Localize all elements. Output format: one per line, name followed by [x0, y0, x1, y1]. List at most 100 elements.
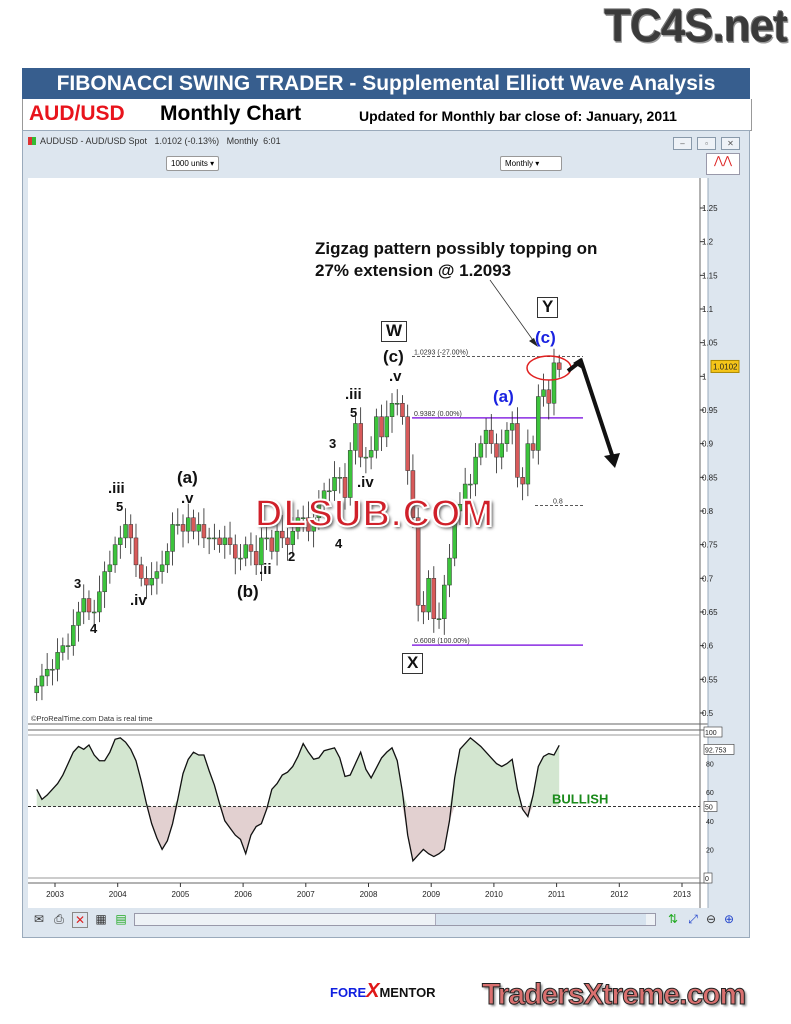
horizontal-scrollbar[interactable]	[134, 913, 656, 926]
candle-up	[525, 443, 531, 485]
price-tick-label: 0.95	[702, 406, 718, 415]
minimize-button[interactable]: –	[673, 137, 692, 150]
candle-down	[191, 517, 196, 532]
candle-up	[504, 429, 510, 444]
candle-up	[499, 443, 504, 458]
candle-up	[123, 524, 128, 539]
maximize-button[interactable]: ▫	[697, 137, 716, 150]
candle-up	[212, 537, 217, 540]
candle-down	[201, 524, 207, 539]
price-tick-label: 1.25	[702, 204, 718, 213]
candle-down	[138, 564, 144, 579]
tc4s-logo: TC4S.net	[604, 0, 788, 53]
period-select[interactable]: Monthly ▾	[500, 156, 562, 171]
units-select[interactable]: 1000 units ▾	[166, 156, 220, 171]
last-price-label: 1.0102	[713, 362, 738, 371]
candle-up	[462, 483, 468, 505]
candle-down	[342, 477, 348, 498]
price-tick-label: 0.9	[702, 440, 714, 449]
indicators-button[interactable]: ⋀⋀	[706, 153, 740, 175]
wave-5: 5	[350, 405, 358, 420]
price-tick-label: 0.6	[702, 642, 714, 651]
tradersxtreme-logo: TradersXtreme.com	[481, 978, 746, 1012]
fib-level-label: 0.6008 (100.00%)	[414, 638, 470, 645]
osc-tick-label: 60	[706, 790, 714, 797]
candle-up	[91, 611, 97, 614]
price-tick-label: 0.85	[702, 473, 718, 482]
year-label: 2006	[234, 890, 252, 899]
candle-up	[60, 645, 66, 653]
print-icon[interactable]: ⎙	[54, 912, 64, 926]
candle-up	[290, 530, 295, 545]
candle-up	[316, 504, 322, 518]
last-price-tag	[710, 359, 740, 373]
delete-drawings-icon[interactable]: ✕	[72, 912, 88, 928]
candle-up	[426, 578, 431, 613]
candle-up	[384, 416, 390, 438]
wave-w-label: W	[381, 321, 408, 342]
banner-title: FIBONACCI SWING TRADER - Supplemental El…	[22, 68, 750, 99]
year-label: 2008	[360, 890, 378, 899]
price-tick-label: 1.1	[702, 305, 714, 314]
candle-down	[556, 362, 562, 370]
candle-up	[264, 537, 269, 540]
scrollbar-thumb[interactable]	[435, 914, 646, 925]
candle-up	[102, 571, 107, 593]
zoom-out-icon[interactable]: ⊖	[705, 912, 717, 926]
price-tick-label: 0.55	[702, 675, 718, 684]
osc-tick-box	[703, 801, 718, 812]
oscillator-line	[36, 736, 560, 863]
candle-up	[457, 504, 463, 512]
candle-down	[217, 537, 222, 545]
wave-3-1: 3	[74, 576, 82, 591]
autoscale-icon[interactable]: ⇅	[667, 912, 679, 926]
indicator-icon[interactable]: ▤	[115, 912, 127, 926]
forexmentor-logo: FOREXMENTOR	[330, 980, 436, 1002]
candle-up	[154, 571, 160, 579]
projection-arrowhead-up	[573, 358, 584, 370]
candle-down	[144, 578, 149, 586]
email-icon[interactable]: ✉	[33, 912, 45, 926]
osc-tick-box	[703, 872, 713, 884]
candle-up	[300, 517, 306, 519]
wave-iv-1: .iv	[130, 592, 147, 609]
zoom-fit-icon[interactable]: ⤢	[688, 912, 698, 926]
candle-up	[55, 652, 60, 670]
wave-v: .v	[389, 368, 402, 385]
year-label: 2012	[610, 890, 628, 899]
candle-down	[379, 416, 384, 438]
price-tick-label: 1	[702, 372, 707, 381]
candle-up	[536, 396, 541, 451]
candle-up	[65, 645, 71, 647]
osc-last-value: 92.753	[705, 747, 727, 754]
candle-up	[468, 483, 473, 486]
wave-a-blue: (a)	[493, 387, 514, 406]
oscillator-bearish-area	[36, 806, 560, 861]
year-label: 2005	[172, 890, 190, 899]
candle-up	[478, 443, 484, 458]
candle-up	[327, 490, 332, 493]
wave-ii: .ii	[259, 561, 272, 578]
note-line-1: Zigzag pattern possibly topping on	[315, 239, 598, 258]
candle-up	[337, 477, 343, 479]
updated-label: Updated for Monthly bar close of: Januar…	[359, 108, 677, 124]
osc-last-value-box	[703, 744, 735, 755]
price-tick-label: 1.15	[702, 271, 718, 280]
candle-up	[353, 423, 358, 451]
candle-up	[238, 557, 243, 560]
candle-up	[332, 477, 337, 492]
candle-up	[368, 450, 374, 458]
candle-down	[285, 537, 290, 545]
candle-down	[269, 537, 275, 552]
candle-down	[233, 544, 238, 559]
close-button[interactable]: ✕	[721, 137, 740, 150]
price-tick-label: 0.5	[702, 709, 714, 718]
candle-down	[415, 517, 421, 606]
axis-gutter	[708, 178, 740, 908]
properties-icon[interactable]: ▦	[95, 912, 107, 926]
zoom-in-icon[interactable]: ⊕	[723, 912, 735, 926]
candle-down	[358, 423, 363, 458]
candle-up	[259, 537, 264, 566]
candle-down	[520, 477, 525, 485]
chart-type-label: Monthly Chart	[160, 102, 302, 125]
